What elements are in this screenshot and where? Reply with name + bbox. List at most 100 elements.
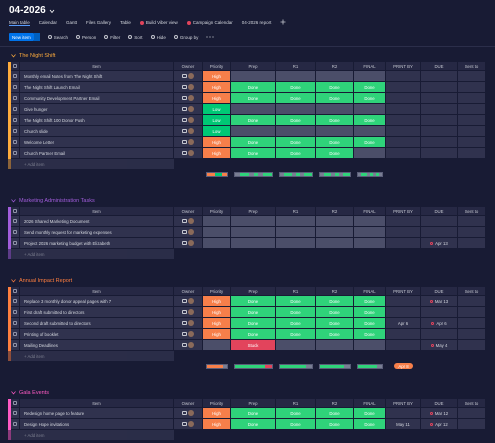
status-cell[interactable]: High — [203, 408, 231, 419]
status-cell[interactable]: Done — [316, 137, 354, 148]
due-date[interactable] — [421, 104, 458, 115]
status-cell[interactable] — [316, 71, 354, 82]
status-cell[interactable]: Done — [354, 408, 386, 419]
toolbar-button[interactable]: Filter — [104, 35, 120, 40]
status-cell[interactable]: Done — [231, 137, 276, 148]
new-item-button[interactable]: New item — [9, 33, 34, 41]
status-cell[interactable]: Done — [354, 329, 386, 340]
status-cell[interactable]: Done — [231, 296, 276, 307]
updates-icon[interactable] — [182, 422, 187, 426]
add-item[interactable]: + Add item — [20, 430, 174, 440]
owner-cell[interactable] — [174, 318, 203, 329]
item-name[interactable]: The Night Shift 100 Donor Push — [20, 115, 174, 126]
status-cell[interactable] — [316, 216, 354, 227]
status-cell[interactable] — [203, 227, 231, 238]
owner-cell[interactable] — [174, 296, 203, 307]
status-cell[interactable]: Done — [276, 93, 316, 104]
status-cell[interactable]: Done — [276, 307, 316, 318]
item-name[interactable]: 2026 Shared Marketing Document — [20, 216, 174, 227]
group-header[interactable]: The Night Shift — [8, 50, 495, 62]
updates-icon[interactable] — [182, 219, 187, 223]
view-tab[interactable]: Table — [120, 19, 131, 26]
status-cell[interactable]: Done — [354, 296, 386, 307]
toolbar-button[interactable]: Group by — [173, 35, 198, 40]
status-cell[interactable]: Done — [316, 148, 354, 159]
status-cell[interactable] — [354, 238, 386, 249]
due-date[interactable] — [421, 126, 458, 137]
due-date[interactable] — [421, 137, 458, 148]
status-cell[interactable]: Low — [203, 126, 231, 137]
status-cell[interactable]: Done — [354, 137, 386, 148]
status-cell[interactable]: Done — [316, 296, 354, 307]
owner-cell[interactable] — [174, 93, 203, 104]
updates-icon[interactable] — [182, 299, 187, 303]
updates-icon[interactable] — [182, 230, 187, 234]
status-cell[interactable]: Done — [276, 82, 316, 93]
status-cell[interactable] — [316, 238, 354, 249]
updates-icon[interactable] — [182, 107, 187, 111]
updates-icon[interactable] — [182, 310, 187, 314]
owner-cell[interactable] — [174, 82, 203, 93]
status-cell[interactable]: Done — [316, 82, 354, 93]
owner-cell[interactable] — [174, 137, 203, 148]
status-cell[interactable]: Done — [276, 419, 316, 430]
view-tab[interactable]: Main table — [9, 19, 30, 26]
status-cell[interactable] — [231, 227, 276, 238]
print-by-date[interactable] — [386, 307, 421, 318]
status-cell[interactable]: Done — [354, 82, 386, 93]
status-cell[interactable]: High — [203, 296, 231, 307]
checkbox[interactable] — [13, 332, 17, 336]
view-tab[interactable]: Gantt — [66, 19, 77, 26]
status-cell[interactable] — [354, 126, 386, 137]
status-cell[interactable] — [203, 340, 231, 351]
status-cell[interactable]: Done — [316, 329, 354, 340]
owner-cell[interactable] — [174, 115, 203, 126]
sent-to-cell[interactable] — [458, 318, 486, 329]
item-name[interactable]: Church Partner Email — [20, 148, 174, 159]
add-view[interactable] — [280, 19, 286, 25]
sent-to-cell[interactable] — [458, 329, 486, 340]
item-name[interactable]: Mailing Deadlines — [20, 340, 174, 351]
view-tab[interactable]: Build Viber view — [139, 19, 178, 26]
add-item[interactable]: + Add item — [20, 351, 174, 361]
item-name[interactable]: Give hunger — [20, 104, 174, 115]
item-name[interactable]: Design Hope invitations — [20, 419, 174, 430]
view-tab[interactable]: Files Gallery — [86, 19, 111, 26]
owner-cell[interactable] — [174, 329, 203, 340]
print-by-date[interactable] — [386, 115, 421, 126]
status-cell[interactable] — [231, 238, 276, 249]
status-cell[interactable]: Done — [354, 93, 386, 104]
owner-cell[interactable] — [174, 104, 203, 115]
updates-icon[interactable] — [182, 151, 187, 155]
sent-to-cell[interactable] — [458, 115, 486, 126]
updates-icon[interactable] — [182, 411, 187, 415]
new-item-menu[interactable] — [33, 33, 40, 41]
updates-icon[interactable] — [182, 74, 187, 78]
item-name[interactable]: Redesign home page to feature — [20, 408, 174, 419]
group-header[interactable]: Gala Events — [8, 387, 495, 399]
status-cell[interactable] — [316, 340, 354, 351]
status-cell[interactable]: High — [203, 318, 231, 329]
owner-cell[interactable] — [174, 216, 203, 227]
print-by-date[interactable] — [386, 82, 421, 93]
status-cell[interactable]: Low — [203, 104, 231, 115]
owner-cell[interactable] — [174, 71, 203, 82]
item-name[interactable]: Second draft submitted to directors — [20, 318, 174, 329]
owner-cell[interactable] — [174, 408, 203, 419]
status-cell[interactable]: Done — [316, 318, 354, 329]
updates-icon[interactable] — [182, 140, 187, 144]
status-cell[interactable] — [276, 216, 316, 227]
status-cell[interactable] — [231, 71, 276, 82]
checkbox[interactable] — [13, 241, 17, 245]
status-cell[interactable] — [276, 71, 316, 82]
status-cell[interactable] — [316, 126, 354, 137]
sent-to-cell[interactable] — [458, 238, 486, 249]
due-date[interactable] — [421, 227, 458, 238]
sent-to-cell[interactable] — [458, 216, 486, 227]
print-by-date[interactable] — [386, 93, 421, 104]
print-by-date[interactable] — [386, 296, 421, 307]
status-cell[interactable]: Done — [354, 318, 386, 329]
status-cell[interactable] — [354, 71, 386, 82]
print-by-date[interactable] — [386, 238, 421, 249]
item-name[interactable]: Welcome Letter — [20, 137, 174, 148]
